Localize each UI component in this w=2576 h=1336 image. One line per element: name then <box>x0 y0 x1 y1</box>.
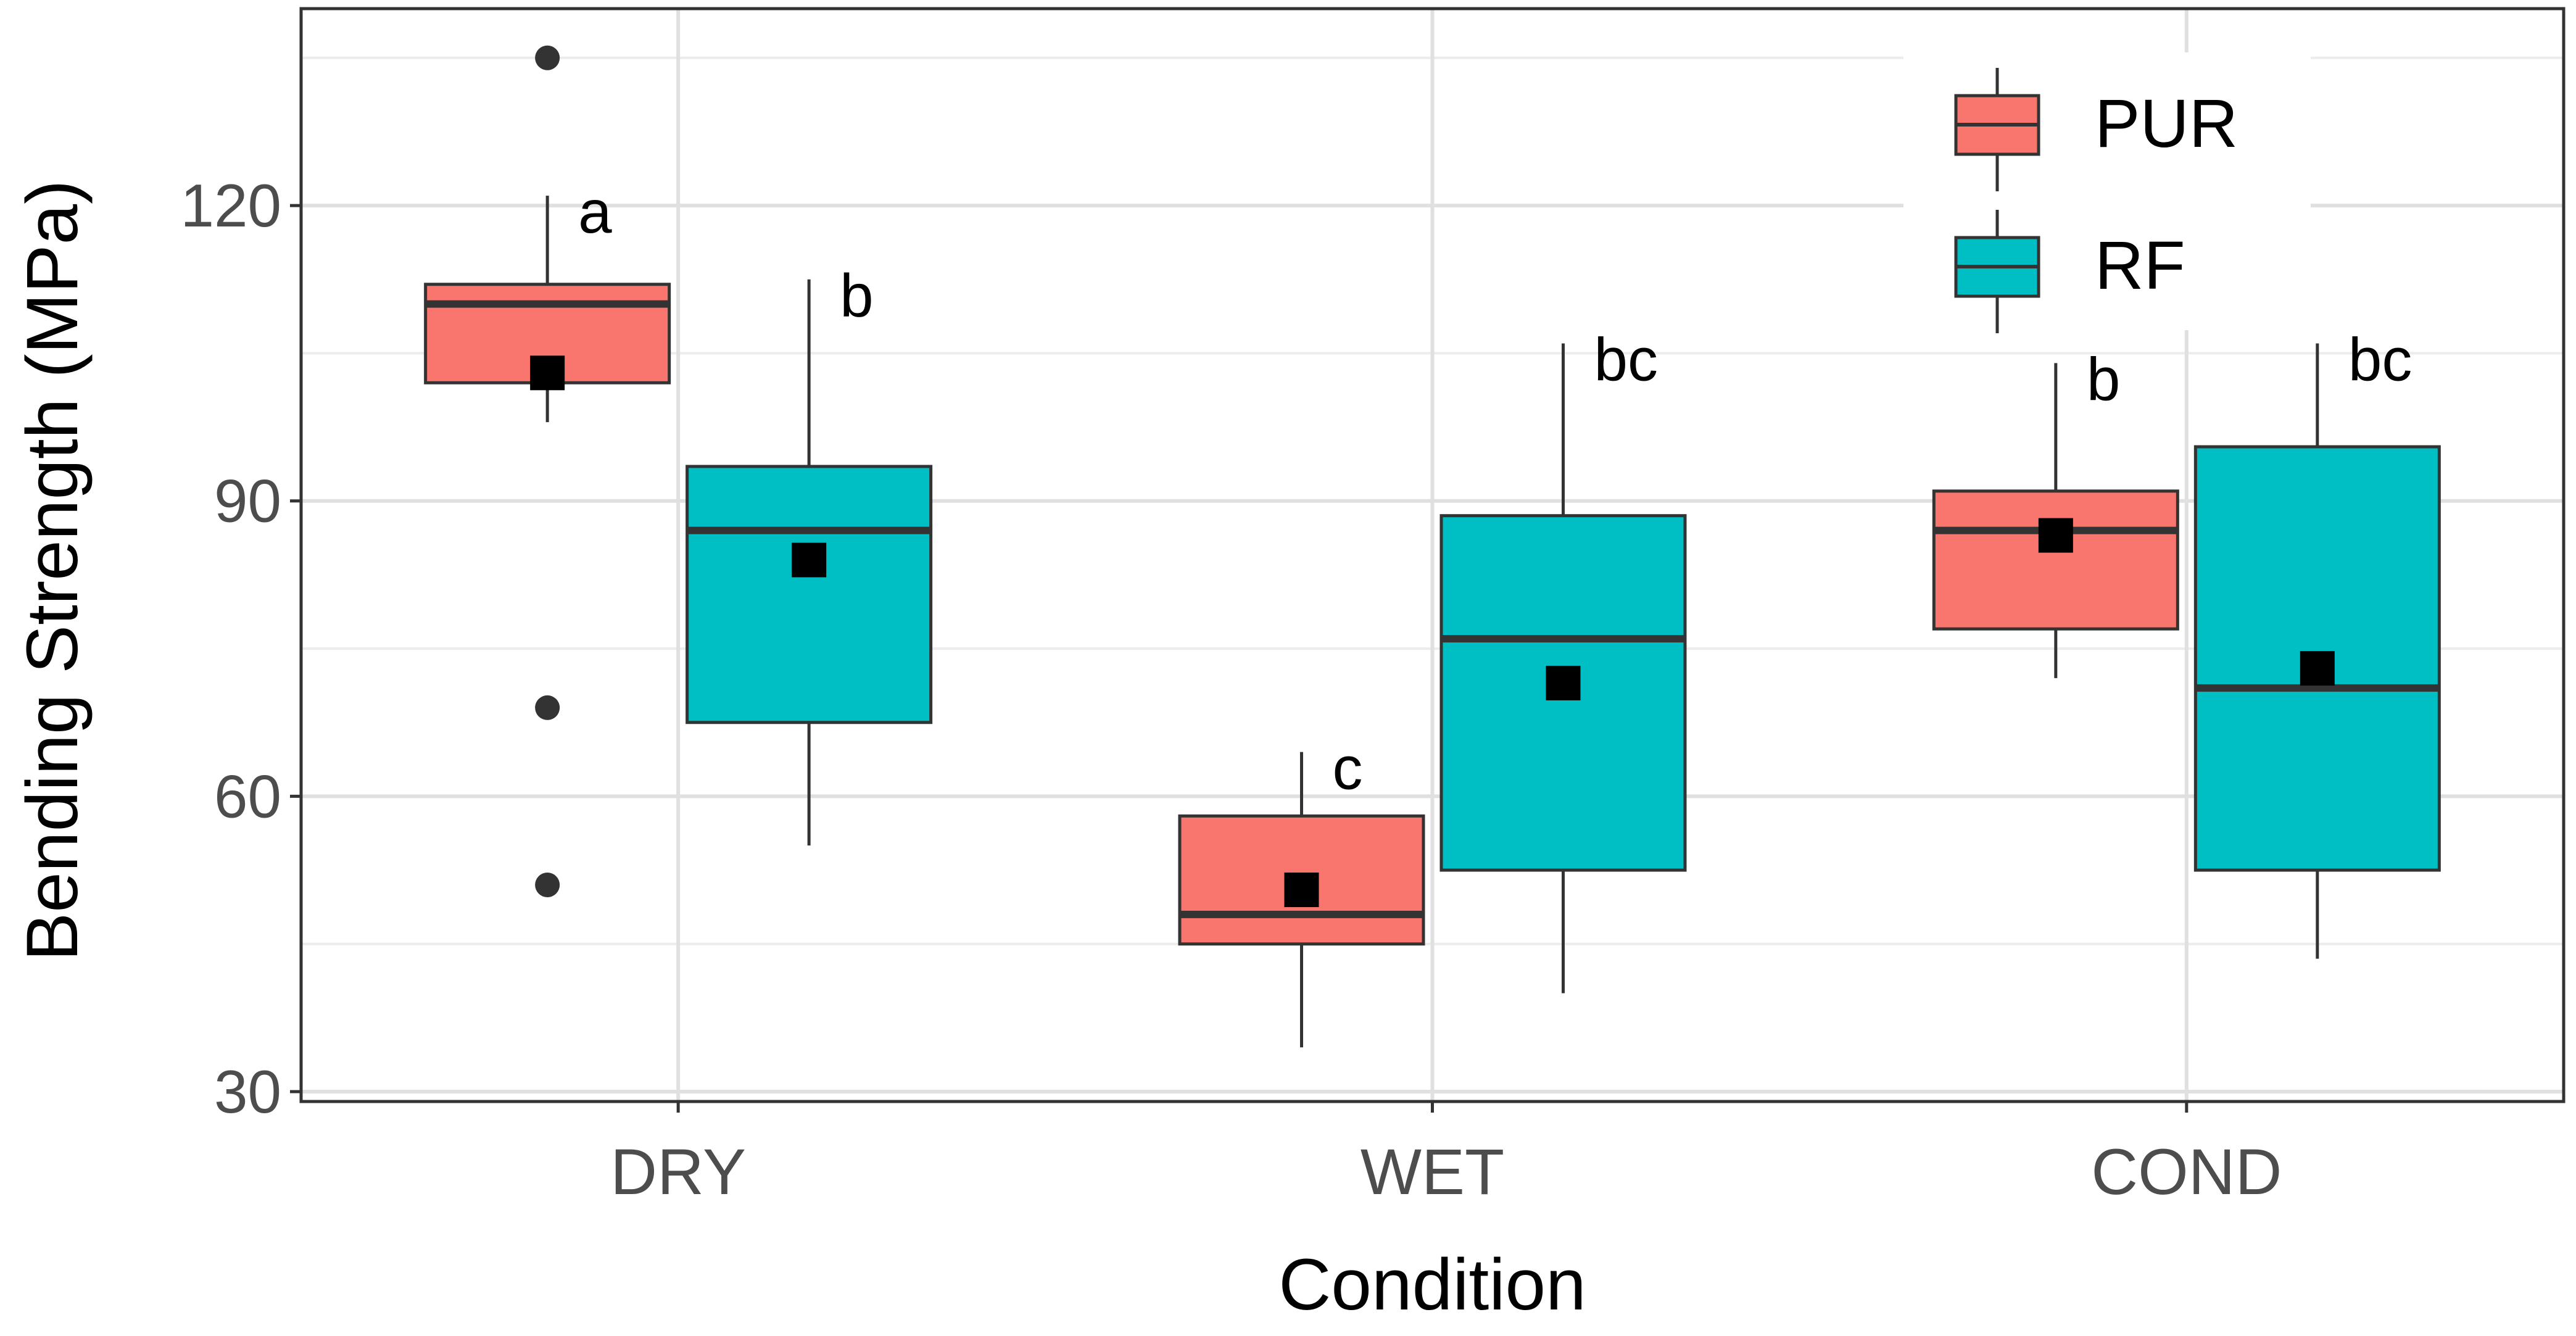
iqr-box <box>2193 445 2441 872</box>
y-axis-title: Bending Strength (MPa) <box>12 180 93 961</box>
iqr-box <box>1932 489 2179 631</box>
box-pur-wet <box>1178 752 1425 1048</box>
significance-letter: b <box>2087 345 2121 413</box>
legend-item-pur: PUR <box>1954 68 2238 191</box>
box-pur-dry <box>424 45 671 897</box>
x-tick-label: COND <box>2091 1136 2282 1208</box>
legend-label: RF <box>2095 228 2185 304</box>
legend: PUR RF <box>1903 52 2311 333</box>
x-tick-label: WET <box>1360 1136 1504 1208</box>
y-tick-label: 60 <box>214 762 281 830</box>
significance-letter: b <box>840 262 874 330</box>
legend-item-rf: RF <box>1954 210 2185 333</box>
outlier-point <box>535 695 560 720</box>
significance-letter: bc <box>1594 325 1659 393</box>
outlier-point <box>535 872 560 897</box>
x-axis: DRY WET COND <box>610 1102 2282 1208</box>
legend-label: PUR <box>2095 86 2238 162</box>
box-pur-cond <box>1932 363 2179 678</box>
mean-marker <box>2300 650 2335 686</box>
major-gridlines <box>301 9 2564 1102</box>
significance-letters: a c b b bc bc <box>578 178 2412 802</box>
box-rf-cond <box>2193 343 2441 959</box>
mean-marker <box>1546 665 1581 700</box>
box-plots <box>424 45 2441 1048</box>
significance-letter: a <box>578 178 612 246</box>
y-tick-label: 30 <box>214 1058 281 1126</box>
mean-marker <box>530 355 565 391</box>
box-rf-wet <box>1439 343 1687 994</box>
iqr-box <box>685 465 933 724</box>
x-axis-title: Condition <box>1278 1244 1586 1326</box>
mean-marker <box>2038 518 2073 553</box>
y-axis: 30 60 90 120 <box>180 172 301 1126</box>
y-tick-label: 90 <box>214 467 281 535</box>
significance-letter: bc <box>2348 325 2412 393</box>
outlier-point <box>535 45 560 70</box>
y-tick-label: 120 <box>180 172 281 239</box>
mean-marker <box>792 542 827 578</box>
x-tick-label: DRY <box>610 1136 746 1208</box>
significance-letter: c <box>1333 734 1363 802</box>
mean-marker <box>1284 872 1319 907</box>
box-rf-dry <box>685 279 933 846</box>
